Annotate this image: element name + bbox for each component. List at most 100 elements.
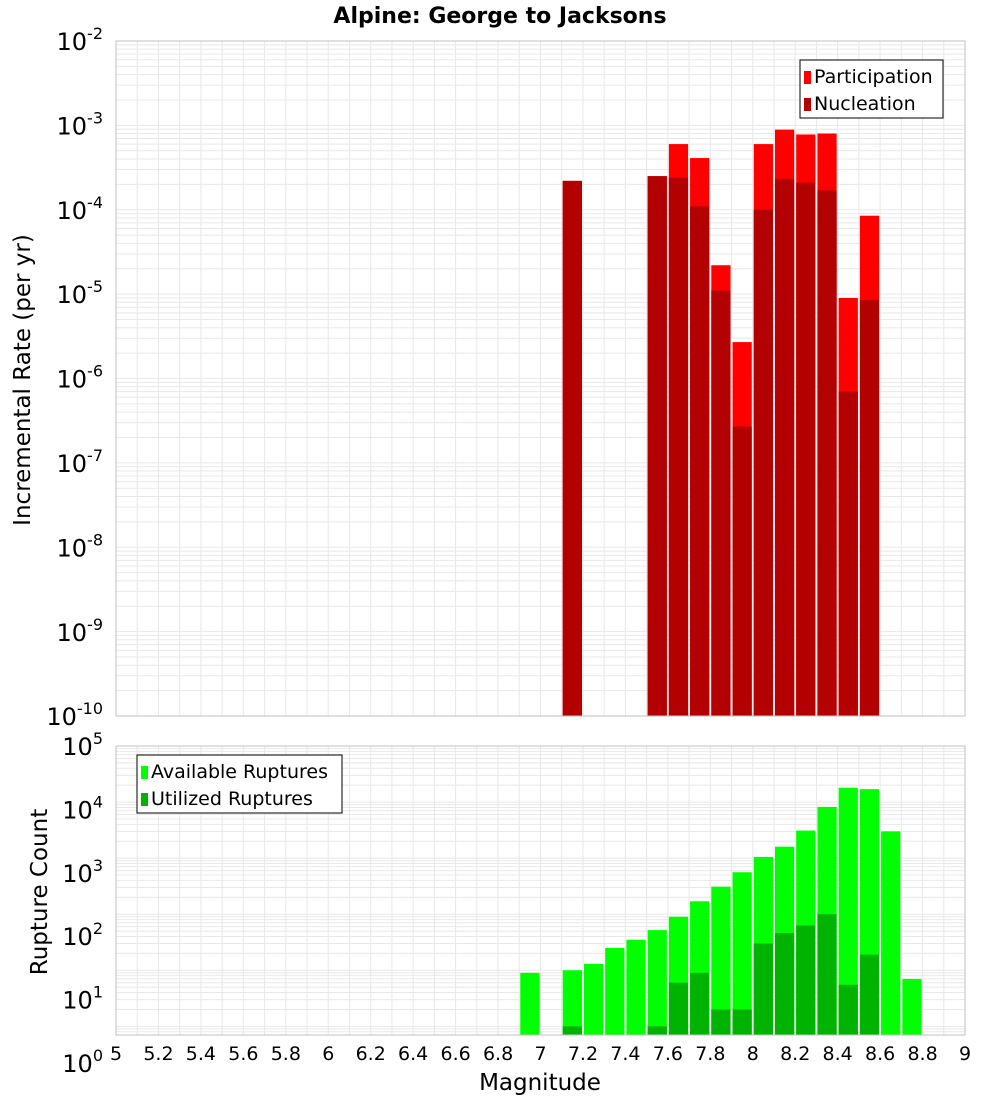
bar <box>774 933 795 1035</box>
plot-frame <box>115 745 966 1036</box>
bar <box>668 177 689 716</box>
bar <box>774 179 795 716</box>
x-tick-label: 5.2 <box>143 1043 173 1065</box>
legend: Participation Nucleation <box>799 59 944 119</box>
y-tick-label: 10-6 <box>57 362 104 394</box>
y-tick-exponent: 3 <box>93 856 103 875</box>
y-tick-base: 10 <box>57 450 88 478</box>
y-tick-label: 100 <box>62 1046 103 1078</box>
x-tick-label: 8.6 <box>865 1043 895 1065</box>
bar <box>838 984 858 1035</box>
y-tick-base: 10 <box>57 619 88 647</box>
y-tick-base: 10 <box>57 366 88 394</box>
bar <box>583 963 604 1035</box>
y-tick-label: 10-7 <box>57 446 104 478</box>
y-tick-exponent: -2 <box>87 24 103 43</box>
y-tick-base: 10 <box>57 281 88 309</box>
y-axis-label: Rupture Count <box>27 809 53 975</box>
x-tick-label: 6 <box>322 1043 334 1065</box>
bar <box>647 176 667 716</box>
legend-label: Participation <box>814 66 933 88</box>
y-axis-label: Incremental Rate (per yr) <box>10 234 36 526</box>
y-tick-label: 10-8 <box>57 530 104 562</box>
y-tick-label: 103 <box>62 856 103 888</box>
legend-box <box>799 59 944 119</box>
bar <box>881 831 901 1035</box>
series-utilized-ruptures <box>562 914 880 1035</box>
legend-label: Utilized Ruptures <box>151 788 313 810</box>
y-tick-exponent: 5 <box>93 729 103 748</box>
y-tick-label: 10-3 <box>57 108 104 140</box>
y-tick-label: 10-2 <box>57 24 104 56</box>
x-tick-label: 7.8 <box>695 1043 725 1065</box>
bar <box>796 182 816 716</box>
bar <box>626 939 646 1035</box>
y-tick-base: 10 <box>62 987 93 1015</box>
y-tick-exponent: 1 <box>93 983 103 1002</box>
y-tick-label: 104 <box>62 792 103 824</box>
x-tick-label: 5.6 <box>228 1043 258 1065</box>
x-tick-label: 6.8 <box>483 1043 513 1065</box>
bar <box>817 190 837 716</box>
y-tick-exponent: -7 <box>87 446 103 465</box>
y-tick-base: 10 <box>57 534 88 562</box>
y-tick-base: 10 <box>62 1050 93 1078</box>
x-tick-label: 8.4 <box>823 1043 853 1065</box>
x-axis-ticks: 5 5.2 5.4 5.6 5.8 6 6.2 6.4 6.6 6.8 7 7.2 7.4 7.6 7.8 8… <box>110 1043 971 1065</box>
legend: Available Ruptures Utilized Ruptures <box>136 754 343 814</box>
bar <box>838 787 858 1035</box>
bar <box>732 426 752 716</box>
legend-swatch <box>804 98 811 111</box>
y-tick-exponent: -8 <box>87 530 103 549</box>
legend-swatch <box>141 793 148 806</box>
bar <box>859 954 880 1035</box>
bar <box>647 1026 667 1035</box>
bar <box>562 970 582 1035</box>
legend-swatch <box>141 766 148 779</box>
y-tick-exponent: -4 <box>87 193 103 212</box>
legend-label: Available Ruptures <box>151 761 328 783</box>
y-tick-exponent: -9 <box>87 615 103 634</box>
x-tick-label: 7.4 <box>610 1043 640 1065</box>
x-tick-label: 8.8 <box>907 1043 937 1065</box>
bar <box>690 206 710 716</box>
x-tick-label: 8 <box>747 1043 759 1065</box>
bar <box>711 1009 731 1035</box>
y-tick-exponent: 0 <box>93 1046 103 1065</box>
y-tick-exponent: -6 <box>87 362 103 381</box>
bar <box>562 180 582 716</box>
y-tick-base: 10 <box>57 112 88 140</box>
y-tick-label: 10-4 <box>57 193 104 225</box>
bar <box>859 300 880 716</box>
y-tick-exponent: -10 <box>77 699 103 718</box>
y-tick-base: 10 <box>46 703 77 731</box>
bar <box>902 978 922 1035</box>
x-tick-label: 5.8 <box>271 1043 301 1065</box>
y-tick-base: 10 <box>62 796 93 824</box>
x-tick-label: 7.2 <box>568 1043 598 1065</box>
bar <box>605 947 625 1035</box>
bar <box>520 972 540 1035</box>
y-tick-exponent: -3 <box>87 108 103 127</box>
y-tick-base: 10 <box>57 197 88 225</box>
x-tick-label: 8.2 <box>780 1043 810 1065</box>
bar <box>668 982 689 1035</box>
series-nucleation <box>562 176 880 716</box>
y-tick-label: 10-5 <box>57 277 104 309</box>
y-tick-base: 10 <box>62 923 93 951</box>
plot-frame <box>115 40 966 717</box>
x-axis-label: Magnitude <box>479 1070 601 1096</box>
y-tick-label: 105 <box>62 729 103 761</box>
bar <box>838 391 858 716</box>
x-tick-label: 6.6 <box>440 1043 470 1065</box>
x-tick-label: 6.2 <box>356 1043 386 1065</box>
y-axis-ticks: 10-210-310-410-510-610-710-810-910-10 <box>46 24 103 731</box>
x-tick-label: 5 <box>110 1043 122 1065</box>
bar <box>732 1009 752 1035</box>
y-tick-label: 102 <box>62 919 103 951</box>
y-tick-label: 10-10 <box>46 699 103 731</box>
bar <box>732 872 752 1035</box>
